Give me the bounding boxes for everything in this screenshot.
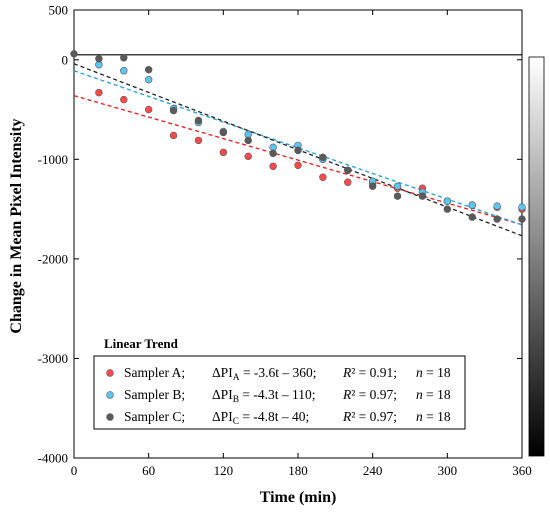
legend-sampler-label: Sampler C; xyxy=(124,409,185,424)
data-point-sampler-b xyxy=(393,182,402,190)
data-point-sampler-b xyxy=(518,203,526,211)
legend-sampler-label: Sampler B; xyxy=(124,387,185,402)
data-point-sampler-c xyxy=(169,106,178,115)
legend-marker xyxy=(106,391,114,399)
data-point-sampler-c xyxy=(393,192,402,200)
legend-r-squared: R² = 0.97; xyxy=(342,409,397,424)
y-tick-label: -1000 xyxy=(38,152,68,167)
data-point-sampler-b xyxy=(493,202,501,210)
legend-title: Linear Trend xyxy=(104,336,179,351)
data-point-sampler-a xyxy=(269,162,277,171)
x-tick-label: 0 xyxy=(71,463,78,478)
legend-r-squared: R² = 0.91; xyxy=(342,365,397,380)
data-point-sampler-c xyxy=(344,166,352,174)
legend: Linear Trend Sampler A; ΔPIA = -3.6t – 36… xyxy=(93,336,466,430)
data-point-sampler-c xyxy=(294,146,302,155)
legend-equation: ΔPIC = -4.8t – 40; xyxy=(212,409,309,427)
y-tick-label: -2000 xyxy=(38,251,68,266)
x-tick-label: 300 xyxy=(438,463,458,478)
data-point-sampler-b xyxy=(120,67,128,75)
data-point-sampler-b xyxy=(468,201,476,209)
data-point-sampler-a xyxy=(95,88,103,97)
data-point-sampler-a xyxy=(120,95,128,104)
data-point-sampler-b xyxy=(144,75,153,84)
y-tick-label: -3000 xyxy=(38,351,68,366)
data-point-sampler-c xyxy=(95,55,103,63)
data-point-sampler-c xyxy=(493,215,501,223)
data-point-sampler-a xyxy=(244,152,252,161)
legend-sampler-label: Sampler A; xyxy=(124,365,185,380)
colorbar xyxy=(528,56,545,457)
data-point-sampler-c xyxy=(120,54,128,62)
data-point-sampler-c xyxy=(443,205,452,213)
legend-r-squared: R² = 0.97; xyxy=(342,387,397,402)
axis-ticks: 0 60 120 180 240 300 360 500 0 -1000 -2000 -3000 -40… xyxy=(38,3,532,479)
data-point-sampler-b xyxy=(443,197,452,205)
data-point-sampler-c xyxy=(269,149,277,158)
y-tick-label: -4000 xyxy=(38,451,68,466)
data-point-sampler-a xyxy=(219,148,228,157)
legend-equation: ΔPIA = -3.6t – 360; xyxy=(212,365,317,383)
y-axis-title: Change in Mean Pixel Intensity xyxy=(8,118,25,333)
x-tick-label: 360 xyxy=(512,463,532,478)
data-point-sampler-c xyxy=(518,215,526,223)
x-tick-label: 60 xyxy=(142,463,155,478)
data-point-sampler-a xyxy=(319,173,327,181)
data-point-sampler-c xyxy=(368,182,377,190)
data-point-sampler-a xyxy=(144,105,153,114)
data-point-sampler-c xyxy=(194,116,203,125)
data-point-sampler-c xyxy=(144,66,153,74)
legend-n: n = 18 xyxy=(416,365,451,380)
x-tick-label: 180 xyxy=(288,463,308,478)
legend-n: n = 18 xyxy=(416,409,451,424)
legend-n: n = 18 xyxy=(416,387,451,402)
scatter-points xyxy=(70,50,526,223)
data-point-sampler-a xyxy=(194,136,203,145)
y-tick-label: 500 xyxy=(49,3,69,18)
data-point-sampler-a xyxy=(344,178,352,186)
data-point-sampler-c xyxy=(418,192,427,200)
data-point-sampler-c xyxy=(219,128,228,137)
data-point-sampler-c xyxy=(244,136,252,145)
data-point-sampler-c xyxy=(468,213,476,221)
data-point-sampler-c xyxy=(319,153,327,162)
data-point-sampler-c xyxy=(70,50,78,58)
legend-marker xyxy=(106,369,114,377)
legend-box xyxy=(93,355,466,430)
x-tick-label: 240 xyxy=(363,463,383,478)
data-point-sampler-a xyxy=(294,161,302,170)
legend-equation: ΔPIB = -4.3t – 110; xyxy=(212,387,316,405)
data-point-sampler-a xyxy=(169,131,178,140)
x-axis-title: Time (min) xyxy=(260,489,337,506)
x-tick-label: 120 xyxy=(214,463,234,478)
legend-marker xyxy=(106,413,114,421)
y-tick-label: 0 xyxy=(62,52,69,67)
